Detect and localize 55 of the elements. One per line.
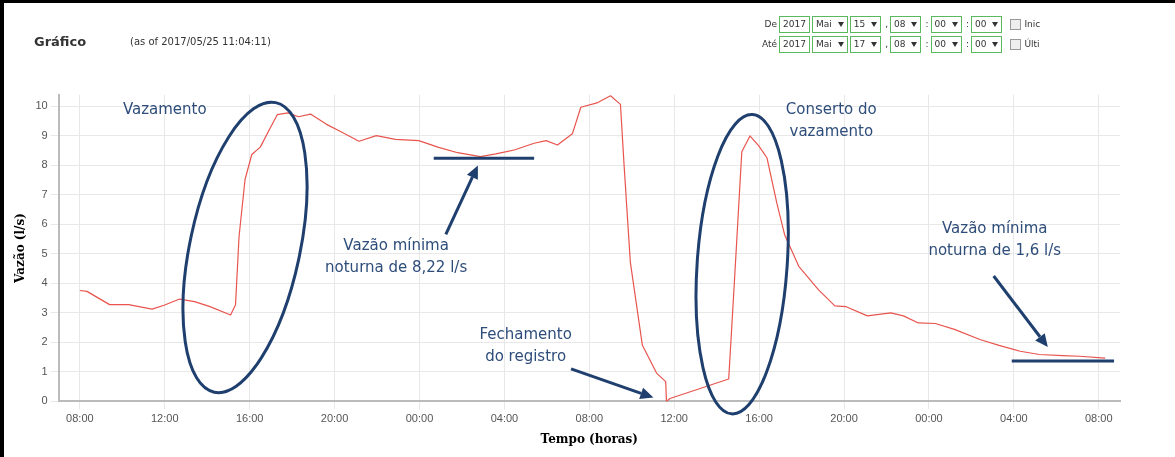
text: ,: [885, 19, 889, 29]
y-tick-label: 6: [41, 217, 48, 230]
x-tick-label: 08:00: [1085, 412, 1113, 425]
x-tick-label: 12:00: [660, 412, 688, 425]
text: Últi: [1024, 39, 1040, 49]
text: 00: [934, 37, 946, 51]
text: :: [925, 39, 929, 49]
y-tick-label: 4: [41, 276, 48, 289]
text: 2017: [779, 15, 810, 33]
text: 08: [894, 37, 906, 51]
text: 08: [894, 17, 906, 31]
text: 17: [853, 37, 866, 51]
x-tick-label: 04:00: [1000, 412, 1028, 425]
y-tick-label: 7: [41, 187, 48, 200]
y-tick-label: 9: [41, 128, 48, 141]
text: :: [965, 39, 970, 49]
text: Mai: [815, 17, 832, 31]
x-tick-label: 20:00: [830, 412, 858, 425]
x-tick-label: 16:00: [745, 412, 773, 425]
text: ,: [885, 39, 889, 49]
annotation: Vazão mínima noturna de 1,6 l/s: [928, 217, 1062, 261]
x-tick-label: 04:00: [490, 412, 519, 425]
y-axis-title: Vazão (l/s): [13, 213, 28, 284]
annotation: Conserto do vazamento: [785, 98, 877, 142]
chart-title: Gráfico: [34, 34, 87, 49]
text: Inic: [1024, 19, 1041, 29]
y-tick-label: 2: [41, 335, 48, 348]
y-tick-label: 8: [41, 158, 48, 171]
text: :: [925, 19, 929, 29]
text: :: [965, 19, 970, 29]
y-tick-label: 5: [41, 246, 48, 259]
text: 00: [975, 37, 987, 51]
y-tick-label: 10: [35, 99, 48, 112]
x-tick-label: 12:00: [151, 412, 179, 425]
x-tick-label: 16:00: [235, 412, 264, 425]
annotation: Vazão mínima noturna de 8,22 l/s: [325, 235, 468, 279]
y-tick-label: 0: [41, 394, 48, 407]
text: 00: [934, 17, 946, 31]
x-tick-label: 08:00: [575, 412, 604, 425]
annotation: Fechamento do registro: [479, 324, 572, 368]
text: Mai: [815, 37, 832, 51]
y-tick-label: 3: [41, 305, 48, 318]
x-tick-label: 00:00: [915, 412, 943, 425]
text: De: [763, 19, 777, 29]
chart-subtitle: (as of 2017/05/25 11:04:11): [130, 36, 271, 47]
text: 15: [853, 17, 866, 31]
text: Até: [760, 39, 777, 49]
x-tick-label: 20:00: [320, 412, 349, 425]
x-tick-label: 08:00: [66, 412, 94, 425]
x-tick-label: 00:00: [405, 412, 434, 425]
y-tick-label: 1: [41, 364, 48, 377]
text: 2017: [779, 35, 810, 53]
x-axis-title: Tempo (horas): [540, 431, 639, 446]
text: 00: [975, 17, 987, 31]
annotation: Vazamento: [122, 99, 207, 121]
